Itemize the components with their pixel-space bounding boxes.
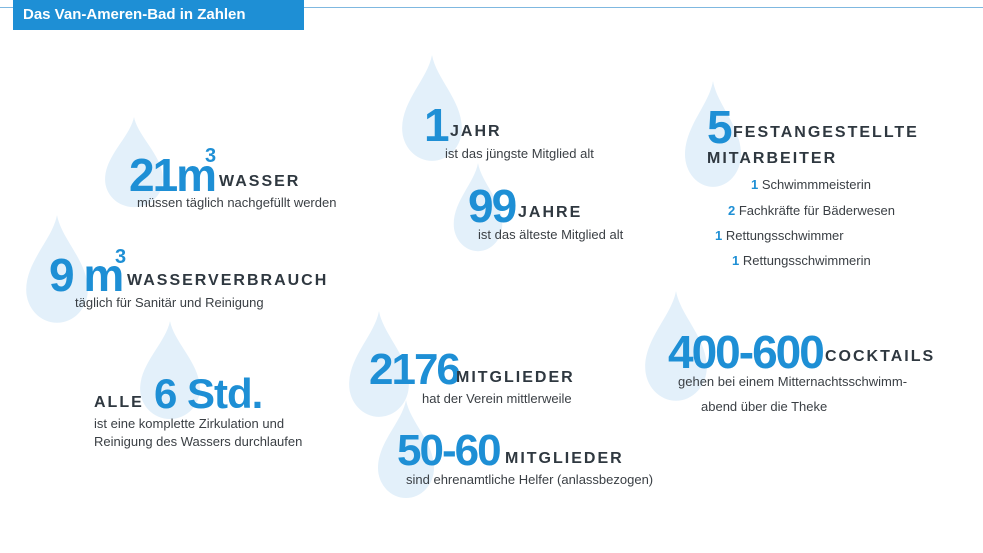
zirkulation-text-2: Reinigung des Wassers durchlaufen — [94, 434, 303, 449]
verbrauch-text: täglich für Sanitär und Reinigung — [75, 295, 264, 310]
water-drop-icon — [24, 215, 90, 325]
staff-count: 1 — [751, 177, 759, 192]
alt-text: ist das älteste Mitglied alt — [478, 227, 624, 242]
mitglieder-label: MITGLIEDER — [456, 369, 575, 386]
staff-role: Rettungsschwimmerin — [742, 253, 871, 268]
jung-value: 1 — [424, 99, 450, 151]
water-drop-icon — [452, 163, 504, 253]
water-drop-icon — [347, 311, 411, 419]
water-drop-icon — [376, 400, 436, 500]
zirkulation-value: 6 Std. — [154, 370, 263, 417]
wasser-unit-exponent: 3 — [205, 145, 217, 167]
mitglieder-value: 2176 — [369, 345, 461, 394]
cocktails-label: COCKTAILS — [825, 348, 936, 365]
page-title: Das Van-Ameren-Bad in Zahlen — [13, 0, 304, 30]
wasser-value: 21m — [129, 149, 217, 201]
header-rule — [0, 7, 983, 8]
water-drop-icon — [400, 55, 464, 163]
cocktails-value: 400-600 — [668, 326, 825, 378]
mitglieder-text: hat der Verein mittlerweile — [422, 391, 572, 406]
staff-count: 1 — [715, 228, 723, 243]
water-drop-icon — [103, 117, 165, 209]
verbrauch-label: WASSERVERBRAUCH — [127, 272, 329, 289]
helfer-label: MITGLIEDER — [505, 450, 624, 467]
zirkulation-prefix: ALLE — [94, 394, 144, 411]
wasser-label: WASSER — [219, 173, 301, 190]
staff-item: 2 Fachkräfte für Bäderwesen — [728, 204, 895, 217]
mitarbeiter-value: 5 — [707, 101, 733, 153]
mitarbeiter-label-1: FESTANGESTELLTE — [733, 124, 919, 141]
staff-item: 1 Schwimmmeisterin — [751, 178, 871, 191]
verbrauch-value: 9 m — [49, 249, 124, 301]
cocktails-text-1: gehen bei einem Mitternachtsschwimm- — [678, 374, 908, 389]
staff-role: Rettungsschwimmer — [725, 228, 844, 243]
helfer-text: sind ehrenamtliche Helfer (anlassbezogen… — [406, 472, 654, 487]
alt-value: 99 — [468, 180, 517, 232]
alt-label: JAHRE — [518, 204, 583, 221]
staff-item: 1 Rettungsschwimmerin — [732, 254, 871, 267]
jung-text: ist das jüngste Mitglied alt — [445, 146, 594, 161]
staff-item: 1 Rettungsschwimmer — [715, 229, 844, 242]
zirkulation-text-1: ist eine komplette Zirkulation und — [94, 416, 285, 431]
jung-label: JAHR — [450, 123, 502, 140]
mitarbeiter-label-2: MITARBEITER — [707, 150, 838, 167]
verbrauch-unit-exponent: 3 — [115, 246, 127, 268]
cocktails-text-2: abend über die Theke — [701, 399, 828, 414]
helfer-value: 50-60 — [397, 426, 502, 475]
water-drop-icon — [138, 321, 202, 421]
wasser-text: müssen täglich nachgefüllt werden — [137, 195, 337, 210]
water-drop-icon — [683, 81, 743, 189]
staff-role: Schwimmmeisterin — [761, 177, 871, 192]
water-drop-icon — [643, 291, 709, 403]
staff-count: 2 — [728, 203, 736, 218]
staff-role: Fachkräfte für Bäderwesen — [738, 203, 895, 218]
staff-count: 1 — [732, 253, 740, 268]
